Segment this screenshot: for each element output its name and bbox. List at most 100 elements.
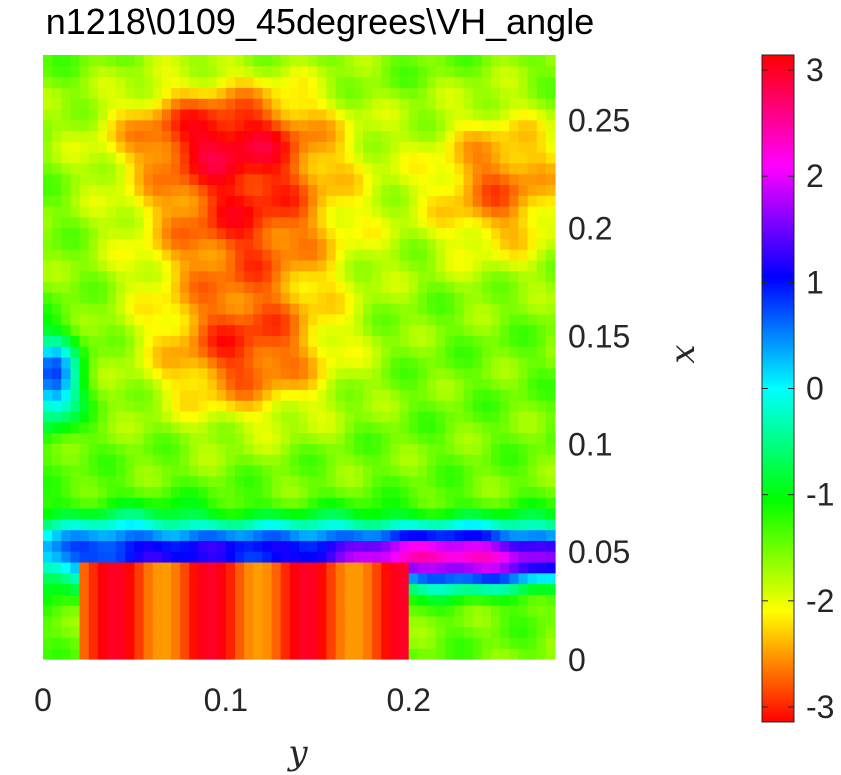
heatmap-cell <box>262 432 273 444</box>
heatmap-cell <box>417 561 428 574</box>
heatmap-cell <box>472 173 483 186</box>
heatmap-cell <box>427 76 437 88</box>
heatmap-cell <box>225 508 236 520</box>
heatmap-cell <box>271 432 282 444</box>
heatmap-cell <box>308 626 318 639</box>
heatmap-cell <box>88 637 99 649</box>
heatmap-cell <box>408 216 419 229</box>
heatmap-cell <box>363 335 373 347</box>
heatmap-cell <box>134 615 145 628</box>
heatmap-cell <box>262 605 273 617</box>
heatmap-cell <box>52 583 62 595</box>
heatmap-cell <box>381 195 392 207</box>
heatmap-cell <box>417 238 428 250</box>
y-tick-label: 0.15 <box>568 318 630 354</box>
heatmap-cell <box>335 540 346 552</box>
heatmap-cell <box>253 141 264 153</box>
heatmap-cell <box>70 303 81 315</box>
heatmap-cell <box>125 497 136 509</box>
heatmap-cell <box>536 518 547 531</box>
heatmap-cell <box>189 281 200 293</box>
heatmap-cell <box>436 55 446 67</box>
heatmap-cell <box>335 206 346 218</box>
heatmap-cell <box>134 162 145 175</box>
heatmap-cell <box>445 119 456 132</box>
heatmap-cell <box>545 87 556 99</box>
heatmap-cell <box>152 184 163 196</box>
heatmap-cell <box>61 98 72 110</box>
heatmap-cell <box>545 184 556 196</box>
heatmap-cell <box>262 108 273 121</box>
heatmap-cell <box>107 443 117 455</box>
heatmap-cell <box>463 594 474 606</box>
heatmap-cell <box>427 572 437 585</box>
heatmap-cell <box>180 76 190 88</box>
heatmap-cell <box>216 206 227 218</box>
heatmap-cell <box>253 648 264 660</box>
heatmap-cell <box>189 162 200 175</box>
heatmap-cell <box>372 184 382 196</box>
heatmap-cell <box>198 152 209 164</box>
heatmap-cell <box>500 540 510 552</box>
heatmap-cell <box>445 551 456 563</box>
heatmap-cell <box>289 108 300 121</box>
heatmap-cell <box>408 551 419 563</box>
heatmap-cell <box>335 594 346 606</box>
heatmap-cell <box>235 141 245 153</box>
heatmap-cell <box>271 130 282 142</box>
heatmap-cell <box>134 508 145 520</box>
heatmap-cell <box>235 583 245 595</box>
heatmap-cell <box>445 518 456 531</box>
heatmap-cell <box>454 648 465 660</box>
heatmap-cell <box>225 367 236 380</box>
heatmap-cell <box>225 130 236 142</box>
heatmap-cell <box>408 443 419 455</box>
heatmap-cell <box>335 626 346 639</box>
heatmap-cell <box>417 335 428 347</box>
heatmap-cell <box>454 270 465 283</box>
heatmap-cell <box>527 184 538 196</box>
heatmap-cell <box>436 615 446 628</box>
heatmap-cell <box>244 87 254 99</box>
heatmap-cell <box>88 648 99 660</box>
heatmap-cell <box>427 594 437 606</box>
heatmap-cell <box>326 292 337 304</box>
heatmap-cell <box>207 227 218 239</box>
heatmap-cell <box>509 227 520 239</box>
heatmap-cell <box>134 454 145 466</box>
heatmap-cell <box>445 313 456 326</box>
heatmap-cell <box>344 432 355 444</box>
heatmap-cell <box>545 98 556 110</box>
heatmap-cell <box>481 486 492 498</box>
heatmap-cell <box>235 206 245 218</box>
heatmap-cell <box>381 626 392 639</box>
heatmap-cell <box>408 108 419 121</box>
heatmap-cell <box>545 195 556 207</box>
heatmap-cell <box>61 238 72 250</box>
heatmap-cell <box>198 55 209 67</box>
heatmap-cell <box>189 605 200 617</box>
heatmap-cell <box>125 421 136 434</box>
heatmap-cell <box>353 357 364 369</box>
heatmap-cell <box>308 594 318 606</box>
heatmap-cell <box>253 540 264 552</box>
heatmap-cell <box>189 443 200 455</box>
heatmap-cell <box>353 572 364 585</box>
heatmap-cell <box>161 76 172 88</box>
heatmap-cell <box>143 454 154 466</box>
heatmap-cell <box>207 346 218 358</box>
heatmap-cell <box>317 367 328 380</box>
heatmap-cell <box>463 238 474 250</box>
heatmap-cell <box>271 583 282 595</box>
heatmap-cell <box>518 486 529 498</box>
heatmap-cell <box>43 216 53 229</box>
heatmap-cell <box>427 303 437 315</box>
heatmap-cell <box>216 518 227 531</box>
heatmap-cell <box>70 561 81 574</box>
heatmap-cell <box>500 281 510 293</box>
heatmap-cell <box>107 561 117 574</box>
heatmap-cell <box>509 249 520 261</box>
heatmap-cell <box>134 55 145 67</box>
heatmap-cell <box>271 65 282 78</box>
heatmap-cell <box>189 119 200 132</box>
